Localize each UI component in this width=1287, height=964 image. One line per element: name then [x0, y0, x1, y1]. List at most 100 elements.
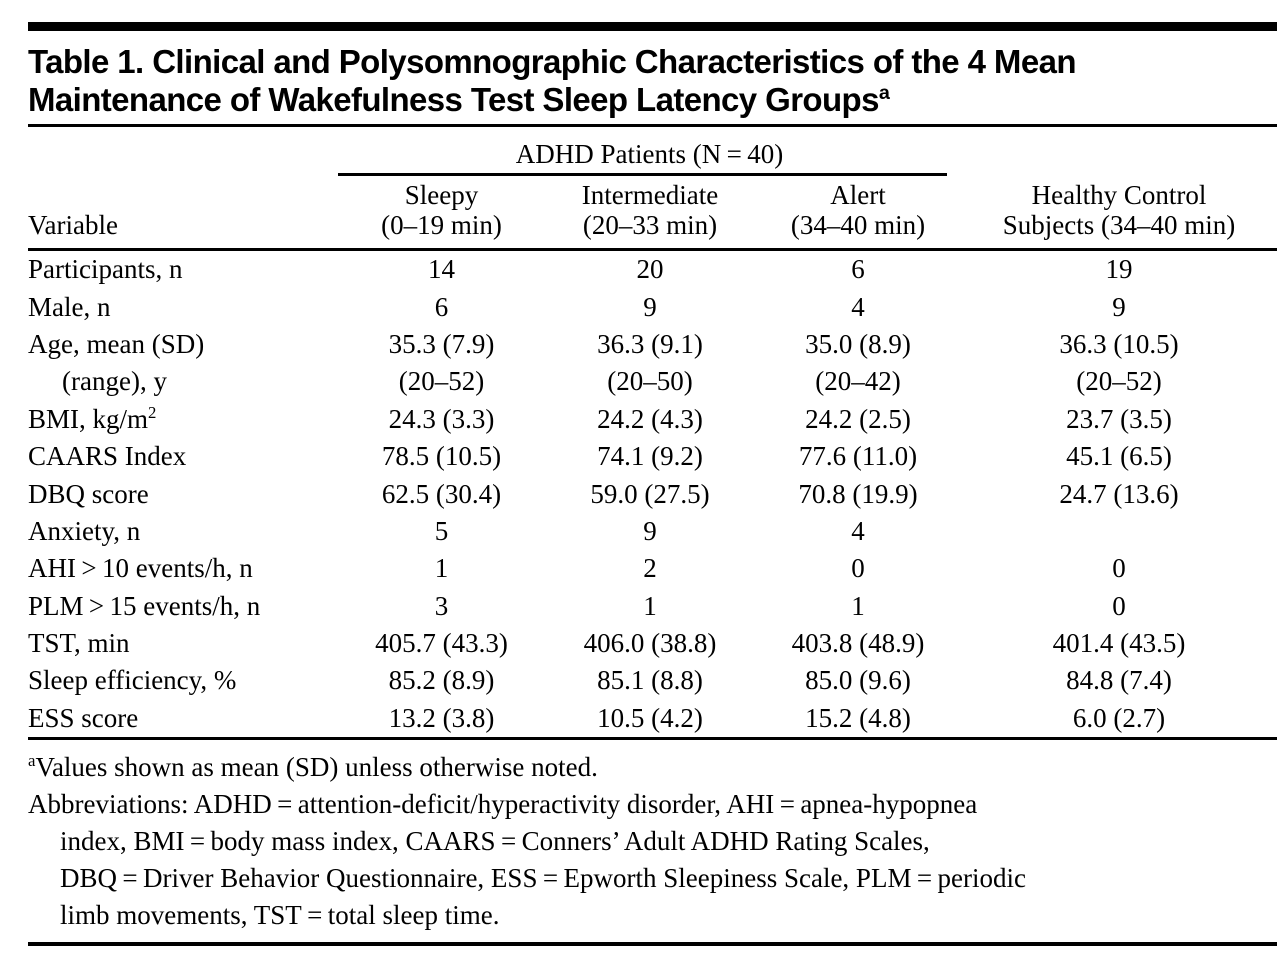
column-spanner-row: ADHD Patients (N = 40)	[28, 127, 1277, 169]
cell-value: 85.0 (9.6)	[805, 665, 911, 696]
spacer	[28, 139, 338, 169]
cell-value: 78.5 (10.5)	[381, 441, 502, 472]
cell-value: 10.5 (4.2)	[597, 702, 703, 733]
table-row: ESS score 13.2 (3.8) 10.5 (4.2) 15.2 (4.…	[28, 700, 1277, 737]
cell-value: 1	[434, 553, 449, 584]
cell-value: (20–50)	[607, 366, 693, 397]
cell-value: 1	[643, 590, 657, 621]
cell-value: 14	[428, 254, 455, 285]
header-divider-rule	[28, 248, 1277, 251]
table-row: Sleep efficiency, % 85.2 (8.9) 85.1 (8.8…	[28, 662, 1277, 699]
row-label: CAARS Index	[28, 441, 187, 472]
cell-value: 4	[851, 515, 865, 546]
cell-value: 24.2 (2.5)	[805, 403, 911, 434]
row-label: BMI, kg/m2	[28, 404, 338, 435]
cell-value: 24.3 (3.3)	[388, 403, 495, 434]
row-label: PLM > 15 events/h, n	[28, 590, 261, 621]
adhd-patients-spanner: ADHD Patients (N = 40)	[515, 139, 784, 169]
row-label-superscript: 2	[148, 402, 157, 422]
cell-value: 35.3 (7.9)	[388, 328, 495, 359]
cell-value: 36.3 (9.1)	[597, 328, 703, 359]
column-header-line2: (34–40 min)	[790, 210, 926, 240]
column-header-line1: Alert	[830, 180, 886, 210]
row-label: DBQ score	[28, 478, 149, 509]
table-row: Anxiety, n 5 9 4	[28, 513, 1277, 550]
cell-value: 77.6 (11.0)	[798, 441, 918, 472]
table-row: Participants, n 14 20 6 19	[28, 251, 1277, 288]
cell-value: 6	[434, 291, 449, 322]
row-label: ESS score	[28, 702, 139, 733]
cell-value: 0	[851, 553, 865, 584]
row-label: Sleep efficiency, %	[28, 665, 237, 696]
row-label: AHI > 10 events/h, n	[28, 553, 253, 584]
cell-value: 401.4 (43.5)	[1052, 628, 1186, 659]
table-row: BMI, kg/m2 24.3 (3.3) 24.2 (4.3) 24.2 (2…	[28, 401, 1277, 438]
column-header-intermediate: Intermediate (20–33 min)	[545, 180, 755, 240]
column-header-line1: Sleepy	[404, 180, 479, 210]
cell-value: 0	[1112, 553, 1126, 584]
cell-value: 74.1 (9.2)	[597, 441, 703, 472]
cell-value: 9	[643, 515, 657, 546]
cell-value: 1	[851, 590, 865, 621]
table-bottom-rule	[28, 942, 1277, 947]
footnote-a-text: Values shown as mean (SD) unless otherwi…	[35, 752, 598, 783]
column-header-line1: Healthy Control	[1031, 180, 1207, 210]
cell-value: 19	[1105, 254, 1133, 285]
table-footnotes: aValues shown as mean (SD) unless otherw…	[28, 749, 1277, 934]
footnote-a: aValues shown as mean (SD) unless otherw…	[28, 749, 1277, 786]
table-top-rule	[28, 22, 1277, 31]
cell-value: 84.8 (7.4)	[1066, 665, 1172, 696]
cell-value: 59.0 (27.5)	[590, 478, 710, 509]
table-row: PLM > 15 events/h, n 3 1 1 0	[28, 588, 1277, 625]
title-divider-rule	[28, 124, 1277, 127]
footnote-abbreviations-line1: Abbreviations: ADHD = attention-deficit/…	[28, 789, 978, 820]
table-row: TST, min 405.7 (43.3) 406.0 (38.8) 403.8…	[28, 625, 1277, 662]
table-title-footnote-marker: a	[878, 82, 890, 104]
footnote-abbreviations-line2: index, BMI = body mass index, CAARS = Co…	[60, 826, 930, 857]
cell-value: 15.2 (4.8)	[805, 702, 911, 733]
table-row: (range), y (20–52) (20–50) (20–42) (20–5…	[28, 363, 1277, 400]
table-title-line1: Table 1. Clinical and Polysomnographic C…	[28, 43, 1076, 80]
cell-value: 85.1 (8.8)	[597, 665, 703, 696]
footnote-abbreviations-line4: limb movements, TST = total sleep time.	[60, 900, 500, 931]
cell-value: 24.7 (13.6)	[1059, 478, 1179, 509]
cell-value: 6	[851, 254, 865, 285]
table-row: Age, mean (SD) 35.3 (7.9) 36.3 (9.1) 35.…	[28, 326, 1277, 363]
spacer	[28, 169, 338, 176]
cell-value: 2	[643, 553, 657, 584]
column-header-line1: Intermediate	[581, 180, 719, 210]
row-label: Anxiety, n	[28, 515, 141, 546]
row-label: Male, n	[28, 291, 111, 322]
cell-value: 62.5 (30.4)	[381, 478, 502, 509]
table-title-line2: Maintenance of Wakefulness Test Sleep La…	[28, 81, 879, 118]
footnote-a-marker: a	[28, 751, 36, 771]
row-label-text: BMI, kg/m	[28, 403, 149, 434]
table-title: Table 1. Clinical and Polysomnographic C…	[28, 43, 1277, 119]
cell-value: 45.1 (6.5)	[1066, 441, 1172, 472]
cell-value: 36.3 (10.5)	[1059, 328, 1179, 359]
cell-value: (20–52)	[398, 366, 485, 397]
cell-value: 9	[1112, 291, 1126, 322]
row-label: TST, min	[28, 628, 130, 659]
cell-value: 3	[434, 590, 449, 621]
adhd-spanner-rule	[338, 173, 947, 176]
cell-value: 405.7 (43.3)	[375, 628, 508, 659]
cell-value: 5	[434, 515, 449, 546]
cell-value: 35.0 (8.9)	[805, 328, 911, 359]
table-body: Participants, n 14 20 6 19 Male, n 6 9 4…	[28, 251, 1277, 737]
cell-value: 406.0 (38.8)	[583, 628, 717, 659]
column-header-row: Variable Sleepy (0–19 min) Intermediate …	[28, 176, 1277, 248]
table-content: Table 1. Clinical and Polysomnographic C…	[28, 0, 1277, 947]
cell-value: 9	[643, 291, 657, 322]
cell-value: 403.8 (48.9)	[791, 628, 925, 659]
row-label: (range), y	[62, 366, 167, 397]
cell-value: 70.8 (19.9)	[798, 478, 918, 509]
cell-value: 0	[1112, 590, 1126, 621]
row-label: Age, mean (SD)	[28, 328, 205, 359]
column-header-alert: Alert (34–40 min)	[755, 180, 961, 240]
table-row: Male, n 6 9 4 9	[28, 288, 1277, 325]
table-row: AHI > 10 events/h, n 1 2 0 0	[28, 550, 1277, 587]
column-header-sleepy: Sleepy (0–19 min)	[338, 180, 545, 240]
spacer	[961, 139, 1277, 169]
